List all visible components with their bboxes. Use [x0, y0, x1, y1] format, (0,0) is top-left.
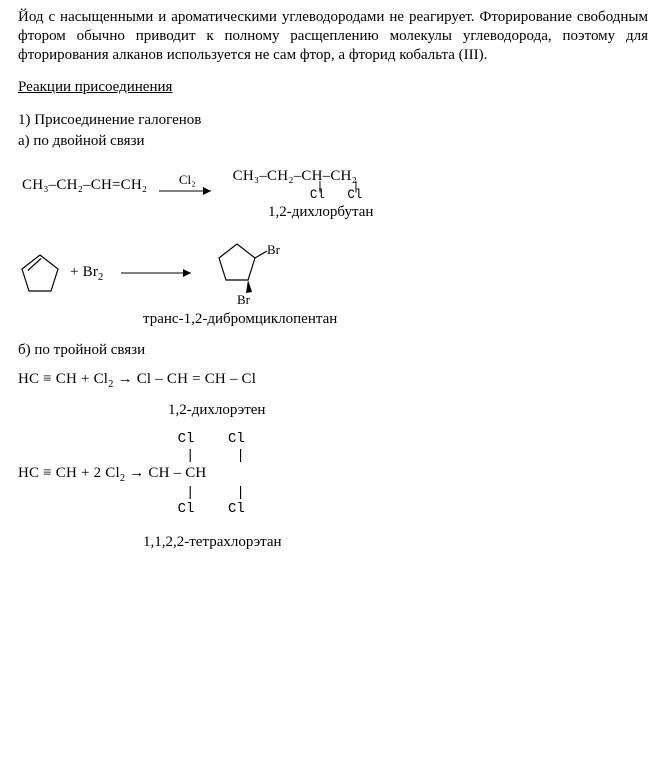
rxn1-reactant: CH₃–CH₂–CH=CH₂	[22, 176, 147, 195]
rxn1-product-sub: Cl Cl	[227, 190, 362, 201]
rxn4-bot-bars: | |	[18, 485, 648, 501]
rxn4-bot-cl: Cl Cl	[18, 501, 648, 517]
reaction-4: Cl Cl | | HC ≡ CH + 2 Cl2 → CH – CH | | …	[18, 431, 648, 517]
rxn2-plus-br2: + Br2	[70, 263, 103, 284]
intro-paragraph: Йод с насыщенными и ароматическими углев…	[18, 8, 648, 64]
item-1b: б) по тройной связи	[18, 341, 648, 360]
reaction-3: HC ≡ CH + Cl2 → Cl – CH = CH – Cl	[18, 370, 648, 391]
reaction-2: + Br2 Br Br	[20, 238, 648, 308]
rxn4-name: 1,1,2,2-тетрахлорэтан	[143, 533, 648, 552]
rxn3-part2: → Cl – CH = CH – Cl	[114, 371, 256, 387]
rxn4-suffix: → CH – CH	[125, 465, 206, 481]
item-1a: а) по двойной связи	[18, 132, 648, 151]
arrow-icon	[121, 266, 195, 280]
section-title: Реакции присоединения	[18, 78, 648, 97]
arrow-icon	[159, 184, 215, 198]
rxn2-name: транс-1,2-дибромциклопентан	[143, 310, 648, 329]
br-top-label: Br	[267, 242, 281, 257]
rxn2-plus-label: + Br	[70, 264, 98, 280]
reaction-1: CH₃–CH₂–CH=CH₂ Cl₂ CH₃–CH₂–CH–CH₂ | | Cl…	[18, 169, 648, 202]
rxn4-top-cl: Cl Cl	[18, 431, 648, 447]
cyclopentene-icon	[20, 249, 64, 297]
rxn4-prefix: HC ≡ CH + 2 Cl	[18, 465, 120, 481]
item-1: 1) Присоединение галогенов	[18, 111, 648, 130]
rxn1-name: 1,2-дихлорбутан	[268, 203, 648, 222]
rxn4-eq: HC ≡ CH + 2 Cl2 → CH – CH	[18, 464, 648, 485]
rxn3-name: 1,2-дихлорэтен	[168, 401, 648, 420]
br-bottom-label: Br	[237, 292, 251, 307]
rxn2-br2-sub: 2	[98, 272, 103, 283]
rxn3-part0: HC ≡ CH + Cl	[18, 371, 108, 387]
rxn4-top-bars: | |	[18, 448, 648, 464]
rxn1-arrow: Cl₂	[159, 172, 215, 198]
rxn1-product: CH₃–CH₂–CH–CH₂ | | Cl Cl	[227, 169, 362, 202]
dibromocyclopentane-icon: Br Br	[205, 238, 291, 308]
